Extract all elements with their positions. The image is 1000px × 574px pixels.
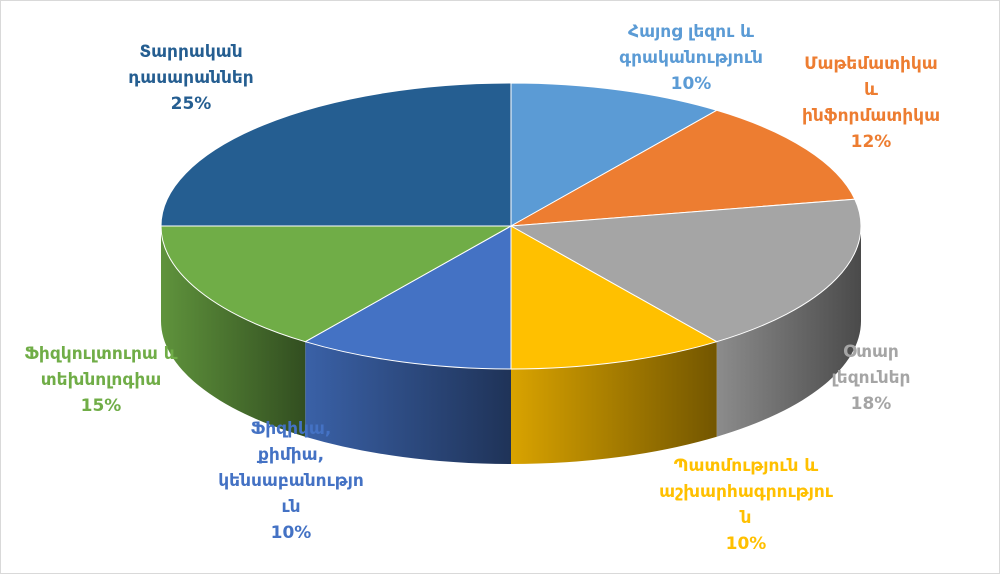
data-label: Պատմություն և աշխարհագրություն 10% [656, 453, 836, 557]
value-label: 18% [850, 394, 892, 414]
slice-side [161, 226, 306, 437]
category-label: Հայոց լեզու և գրականություն [619, 22, 763, 68]
value-label: 12% [850, 132, 892, 152]
slice-side [305, 341, 511, 464]
slice-side [511, 341, 717, 464]
category-label: Օտար լեզուներ [831, 342, 911, 388]
category-label: Մաթեմատիկա և ինֆորմատիկա [801, 54, 941, 126]
slice [509, 198, 862, 343]
slice [510, 225, 718, 370]
slice [160, 225, 513, 343]
value-label: 10% [725, 534, 767, 554]
data-label: Հայոց լեզու և գրականություն 10% [606, 19, 776, 97]
category-label: Ֆիզիկա, քիմիա, կենսաբանություն [218, 419, 364, 517]
category-label: Տարրական դասարաններ [128, 42, 254, 88]
category-label: Ֆիզկուլտուրա և տեխնոլոգիա [24, 344, 178, 390]
slice [304, 225, 512, 370]
value-label: 10% [270, 523, 312, 543]
slice [510, 109, 856, 227]
data-label: Օտար լեզուներ 18% [821, 339, 921, 417]
data-label: Մաթեմատիկա և ինֆորմատիկա 12% [796, 51, 946, 155]
slice [510, 82, 718, 227]
data-label: Ֆիզկուլտուրա և տեխնոլոգիա 15% [6, 341, 196, 419]
category-label: Պատմություն և աշխարհագրություն [659, 456, 833, 528]
value-label: 15% [80, 396, 122, 416]
value-label: 10% [670, 74, 712, 94]
value-label: 25% [170, 94, 212, 114]
data-label: Ֆիզիկա, քիմիա, կենսաբանություն 10% [216, 416, 366, 546]
data-label: Տարրական դասարաններ 25% [101, 39, 281, 117]
slice-side [716, 226, 861, 437]
slice [160, 82, 512, 227]
